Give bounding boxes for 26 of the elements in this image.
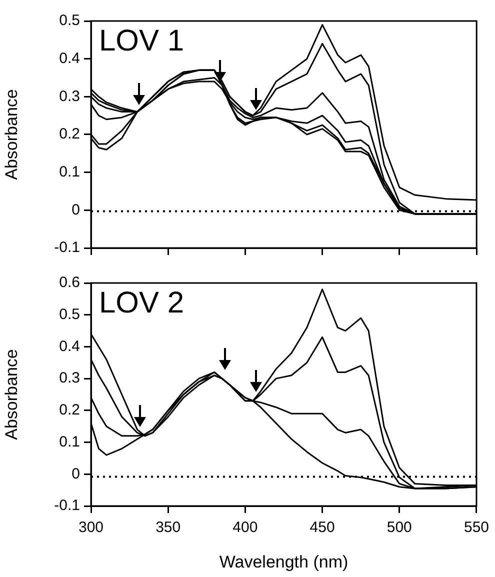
y-tick-label: 0 (72, 201, 80, 218)
x-tick-label: 500 (386, 519, 412, 536)
y-tick-label: 0.5 (59, 12, 80, 30)
y-axis-title: Absorbance (2, 89, 21, 180)
x-tick-label: 550 (464, 519, 489, 536)
y-tick-label: 0.4 (59, 338, 80, 355)
y-tick-label: 0.4 (59, 50, 80, 67)
y-tick-label: 0.2 (59, 126, 80, 143)
y-tick-label: 0.1 (59, 163, 80, 180)
y-tick-label: -0.1 (54, 239, 80, 256)
y-tick-label: -0.1 (54, 497, 80, 514)
annotation: LOV 1 (99, 24, 184, 58)
y-tick-label: 0.6 (59, 274, 80, 292)
y-tick-label: 0.2 (59, 402, 80, 419)
y-tick-label: 0.5 (59, 306, 80, 323)
x-tick-label: 400 (232, 519, 258, 536)
annotation: LOV 2 (99, 286, 184, 320)
y-tick-label: 0.3 (59, 370, 80, 387)
x-axis-title: Wavelength (nm) (219, 552, 348, 572)
x-tick-label: 300 (78, 519, 104, 536)
y-tick-label: 0.1 (59, 433, 80, 450)
y-axis-title: Absorbance (2, 349, 21, 440)
y-tick-label: 0.3 (59, 88, 80, 105)
x-tick-label: 450 (310, 519, 335, 536)
y-tick-label: 0 (72, 465, 80, 482)
x-tick-label: 350 (156, 519, 181, 536)
